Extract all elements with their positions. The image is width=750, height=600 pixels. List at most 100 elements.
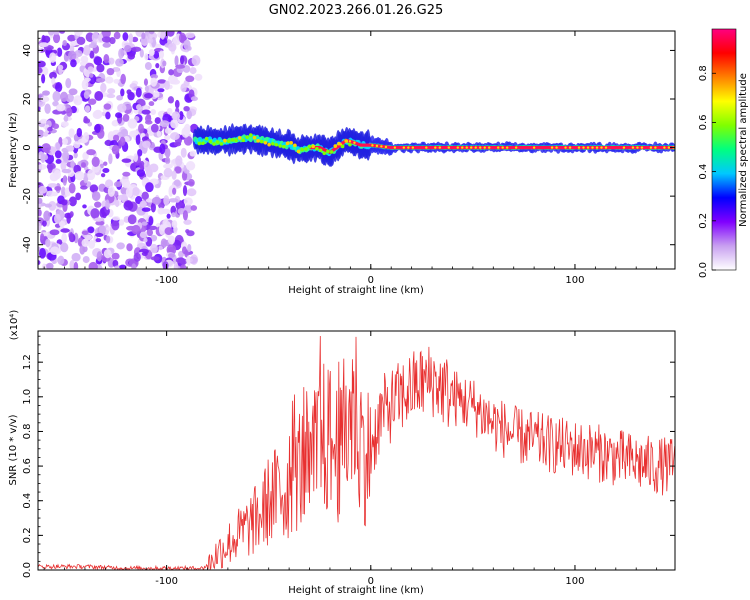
noise-blob [88, 240, 96, 249]
noise-blob [144, 61, 152, 71]
colorbar-frame [711, 28, 737, 271]
noise-blob [54, 186, 62, 191]
noise-blob [167, 253, 175, 258]
noise-blob [70, 59, 77, 68]
noise-blob [56, 103, 66, 112]
noise-blob [89, 50, 95, 59]
noise-blob [54, 150, 62, 159]
noise-blob [88, 73, 94, 78]
noise-blob [60, 199, 68, 206]
noise-blob [157, 79, 167, 84]
noise-blob [84, 77, 91, 82]
noise-blob [68, 88, 78, 96]
snr-y-tick-label: 1.0 [22, 389, 33, 405]
trace-peak-line [309, 138, 675, 155]
trace-blob [278, 144, 282, 148]
noise-blob [148, 216, 154, 226]
noise-blob [84, 105, 91, 113]
noise-blob [80, 55, 89, 63]
noise-blob [185, 75, 195, 83]
noise-blob [117, 194, 128, 201]
noise-blob [167, 235, 176, 245]
noise-blob [166, 107, 173, 115]
noise-blob [124, 45, 132, 53]
noise-blob [38, 247, 46, 259]
spectrogram-y-label: Frequency (Hz) [8, 112, 19, 188]
trace-peak-dot [501, 146, 504, 149]
trace-blob [307, 144, 312, 149]
snr-y-label: SNR (10 * v/v) [8, 414, 19, 485]
noise-blob [111, 252, 120, 260]
noise-blob [117, 103, 127, 113]
noise-blob [96, 77, 106, 83]
noise-blob [105, 235, 111, 244]
trace-peak-dot [384, 145, 388, 149]
noise-blob [48, 201, 57, 211]
trace-peak-dot [470, 146, 473, 149]
noise-blob [101, 31, 111, 39]
snr-panel: -100 0 100 0.0 0.2 0.4 0.6 0.8 1.0 1.2 Height of… [8, 310, 676, 596]
noise-blob [162, 60, 167, 67]
noise-blob [183, 136, 193, 146]
noise-blob [38, 197, 43, 204]
noise-blob [154, 184, 161, 189]
trace-blob [315, 146, 319, 151]
trace-peak-dot [447, 146, 450, 149]
noise-blob [102, 42, 111, 48]
noise-blob [154, 117, 161, 125]
noise-blob [144, 92, 153, 99]
trace-peak-dot [393, 146, 397, 149]
noise-blob [79, 245, 86, 255]
noise-blob [115, 112, 123, 119]
noise-blob [49, 246, 60, 256]
noise-blob [81, 79, 89, 90]
trace-blob [289, 141, 293, 145]
noise-blob [180, 83, 187, 93]
noise-blob [65, 107, 73, 117]
noise-blob [143, 78, 149, 86]
noise-blob [40, 233, 45, 241]
noise-blob [69, 232, 74, 243]
noise-blob [180, 147, 187, 158]
noise-blob [175, 257, 184, 264]
noise-blob [120, 88, 125, 97]
noise-blob [158, 50, 165, 59]
noise-blob [145, 167, 153, 178]
noise-blob [42, 131, 49, 137]
noise-blob [133, 153, 139, 162]
noise-blob [103, 161, 108, 166]
noise-blob [51, 77, 56, 85]
noise-blob [62, 175, 67, 186]
noise-blob [75, 192, 81, 201]
noise-blob [125, 187, 133, 198]
spectrogram-y-tick-label: 20 [22, 93, 33, 106]
noise-blob [159, 120, 170, 128]
noise-blob [178, 32, 187, 44]
noise-blob [73, 95, 83, 106]
noise-blob [127, 52, 136, 60]
noise-blob [81, 238, 90, 247]
noise-blob [166, 213, 171, 219]
trace-peak-dot [591, 146, 594, 149]
noise-blob [180, 264, 187, 269]
noise-blob [123, 201, 134, 211]
noise-blob [76, 127, 83, 138]
noise-blob [101, 36, 112, 43]
noise-blob [68, 182, 76, 194]
noise-blob [43, 210, 51, 222]
trace-blob [248, 133, 253, 137]
trace-peak-dot [456, 146, 459, 149]
noise-blob [183, 105, 190, 112]
noise-blob [175, 64, 186, 69]
trace-peak-dot [640, 146, 644, 149]
noise-blob [107, 88, 116, 95]
noise-blob [164, 156, 171, 165]
noise-blob [111, 144, 120, 155]
noise-blob [131, 263, 137, 269]
spectrogram-x-ticks: -100 0 100 [43, 31, 658, 286]
trace-blob [241, 138, 246, 143]
noise-blob [116, 242, 125, 250]
trace-blob [344, 139, 349, 143]
noise-blob [39, 42, 49, 48]
noise-blob [94, 123, 101, 133]
